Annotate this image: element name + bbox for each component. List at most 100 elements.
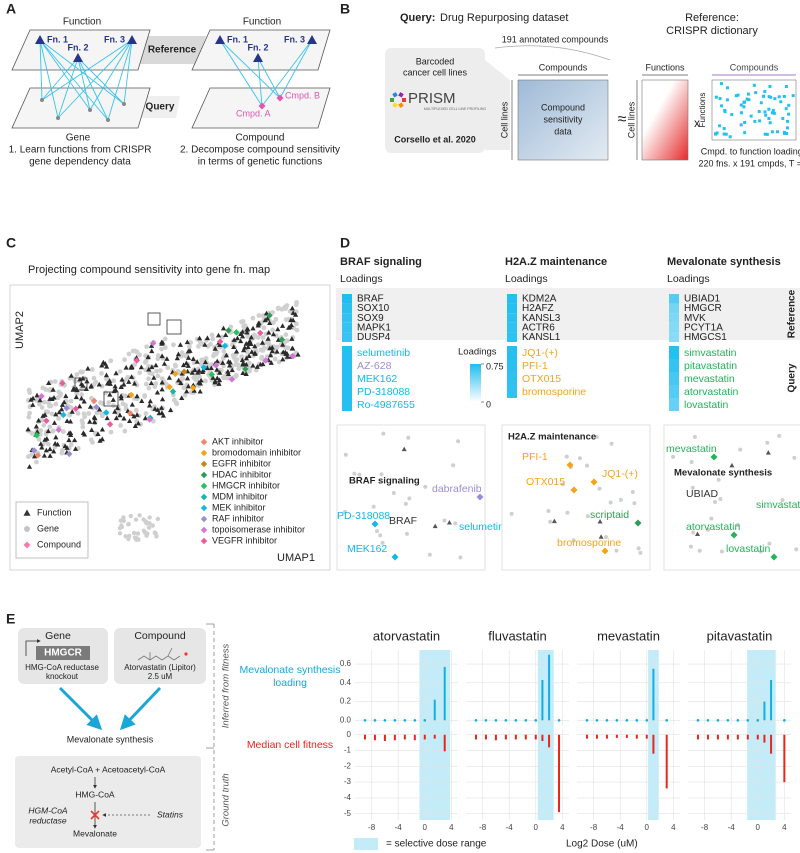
function-point	[99, 426, 105, 432]
function-point	[187, 348, 193, 353]
gene-point	[122, 357, 127, 363]
loading-dot	[715, 131, 719, 135]
gene-point	[614, 548, 619, 553]
function-point	[80, 382, 86, 388]
gene-point	[50, 428, 56, 434]
gene-point	[735, 522, 740, 527]
gene-point	[75, 410, 81, 416]
loading-point	[615, 719, 619, 722]
gene-point	[144, 344, 150, 350]
loading-dot	[739, 111, 743, 115]
function-point	[36, 417, 42, 423]
function-point	[295, 351, 301, 357]
compound-point	[258, 102, 266, 110]
loading-dot	[779, 100, 783, 104]
gene-point	[777, 433, 782, 438]
function-point	[135, 420, 141, 426]
gene-point	[255, 342, 261, 348]
umap-title: Mevalonate synthesis	[674, 468, 772, 479]
loading-dot	[757, 109, 761, 113]
gene-point	[691, 530, 696, 535]
gene-point	[709, 516, 714, 521]
function-point	[189, 370, 195, 375]
function-point	[134, 393, 140, 399]
loading-dot	[764, 113, 768, 117]
label: Barcoded	[416, 56, 455, 66]
function-point	[214, 375, 220, 381]
function-point	[257, 361, 263, 367]
compound-point	[60, 411, 67, 419]
gene-point	[68, 398, 74, 404]
compound-point	[189, 384, 197, 392]
legend-swatch	[23, 509, 31, 516]
query-band	[336, 343, 800, 413]
function-point	[77, 403, 83, 409]
dependency-line	[39, 39, 59, 119]
compound-point	[30, 447, 38, 454]
function-point	[112, 383, 118, 389]
function-point	[88, 383, 94, 388]
loading-dot	[768, 121, 772, 125]
label: Mevalonate	[73, 828, 117, 838]
loading-dot	[785, 126, 789, 130]
loading-dot	[770, 130, 774, 134]
label: gene dependency data	[29, 157, 131, 168]
loading-point	[696, 719, 700, 722]
compound-point	[225, 327, 232, 334]
label: Function	[63, 17, 101, 28]
function-point	[184, 339, 190, 345]
compound-point	[180, 368, 188, 375]
gene-point	[258, 347, 264, 353]
legend-label: EGFR inhibitor	[212, 458, 271, 468]
gene-point	[442, 518, 447, 523]
gene-point	[765, 440, 770, 445]
function-point	[198, 377, 204, 383]
function-point	[280, 356, 286, 362]
label: Cmpd. A	[236, 108, 271, 118]
legend-label: topoisomerase inhibitor	[212, 524, 305, 534]
label: JQ1-(+)	[522, 347, 558, 359]
plane	[11, 29, 151, 71]
label: Gene	[45, 630, 71, 642]
loading-point	[746, 719, 750, 722]
loading-cell	[669, 313, 679, 323]
gene-point	[458, 555, 463, 560]
label: Fn. 3	[104, 34, 125, 44]
gene-point	[171, 342, 176, 348]
y2-tick-label: -3	[344, 777, 352, 786]
function-point	[229, 367, 235, 373]
function-matrix	[641, 79, 689, 161]
function-point	[252, 343, 258, 349]
loading-cell	[342, 303, 352, 314]
gene-point	[252, 333, 258, 339]
function-point	[118, 393, 124, 399]
module-title: Mevalonate synthesis	[667, 256, 781, 268]
compound-point	[59, 379, 66, 387]
label: KANSL3	[522, 313, 561, 324]
umap-label: simvastatin	[756, 499, 800, 511]
function-point	[121, 381, 127, 387]
legend-label: bromodomain inhibitor	[212, 447, 301, 457]
gene-point	[245, 334, 251, 339]
function-point	[254, 364, 260, 369]
logo-segment	[392, 92, 398, 98]
function-point	[246, 353, 252, 358]
gene-point	[155, 356, 161, 362]
compound-point	[43, 417, 50, 424]
compound-point	[278, 336, 286, 343]
label: UMAP1	[277, 552, 315, 564]
function-point	[729, 462, 735, 468]
gene-point	[632, 501, 637, 506]
loading-point	[645, 719, 649, 722]
function-point	[244, 329, 250, 335]
loading-cell	[342, 385, 352, 398]
function-point	[66, 430, 72, 436]
label: 1. Learn functions from CRISPR	[9, 145, 152, 156]
function-point	[47, 446, 53, 452]
gene-point	[242, 323, 248, 329]
loading-dot	[771, 108, 775, 112]
x-tick-label: 4	[449, 823, 454, 832]
compound-point	[276, 94, 284, 102]
umap-label: scriptaid	[590, 509, 629, 521]
